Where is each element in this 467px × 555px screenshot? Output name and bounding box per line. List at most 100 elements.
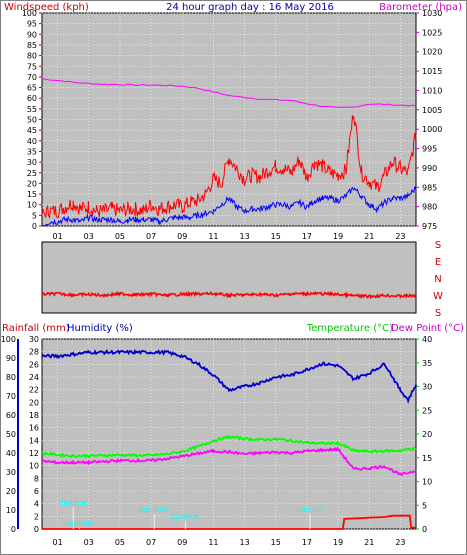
hour-tick-label: 03 bbox=[84, 232, 94, 241]
humidity-axis-title: Humidity (%) bbox=[67, 323, 133, 334]
climate-series bbox=[41, 348, 417, 530]
rainfall-tick-label: 28 bbox=[29, 348, 39, 357]
windspeed-tick-label: 35 bbox=[27, 147, 37, 156]
hour-tick-label: 11 bbox=[208, 538, 218, 547]
hour-tick-label: 15 bbox=[271, 232, 281, 241]
temperature-tick-label: 20 bbox=[422, 430, 432, 439]
hour-tick-label: 19 bbox=[333, 232, 343, 241]
temperature-tick-label: 5 bbox=[422, 501, 427, 510]
wind-panel-grid bbox=[42, 12, 416, 227]
humidity-tick-label: 30 bbox=[6, 468, 16, 477]
hour-tick-label: 07 bbox=[146, 538, 156, 547]
rainfall-tick-label: 2 bbox=[34, 512, 39, 521]
temperature-tick-label: 0 bbox=[422, 525, 427, 534]
humidity-tick-label: 10 bbox=[6, 506, 16, 515]
dewpoint-line bbox=[41, 446, 417, 477]
compass-label: S bbox=[435, 240, 441, 251]
direction-series bbox=[41, 290, 417, 300]
hour-tick-label: 21 bbox=[364, 232, 374, 241]
barometer-tick-label: 1015 bbox=[422, 67, 442, 76]
annotation-label: Lowtide bbox=[172, 513, 199, 521]
temperature-tick-label: 30 bbox=[422, 383, 432, 392]
hour-tick-label: 09 bbox=[177, 538, 187, 547]
gust-line bbox=[41, 115, 417, 220]
hour-tick-label: 19 bbox=[333, 538, 343, 547]
hour-tick-label: 13 bbox=[239, 232, 249, 241]
windspeed-axis-title: Windspeed (kph) bbox=[4, 2, 89, 13]
hour-tick-label: 05 bbox=[115, 538, 125, 547]
windspeed-tick-label: 85 bbox=[27, 41, 37, 50]
windspeed-tick-label: 15 bbox=[27, 190, 37, 199]
barometer-tick-label: 980 bbox=[422, 203, 437, 212]
windspeed-tick-label: 70 bbox=[27, 73, 37, 82]
humidity-tick-label: 20 bbox=[6, 487, 16, 496]
windspeed-tick-label: 60 bbox=[27, 94, 37, 103]
barometer-axis: 975 980 985 990 995 1000 1005 1010 1015 1020 1025 1… bbox=[416, 9, 442, 231]
barometer-tick-label: 990 bbox=[422, 164, 437, 173]
barometer-tick-label: 985 bbox=[422, 183, 437, 192]
rainfall-line bbox=[42, 514, 416, 530]
windspeed-tick-label: 100 bbox=[22, 9, 37, 18]
windspeed-tick-label: 80 bbox=[27, 52, 37, 61]
windspeed-tick-label: 10 bbox=[27, 201, 37, 210]
windspeed-tick-label: 5 bbox=[32, 211, 37, 220]
windspeed-tick-label: 0 bbox=[32, 222, 37, 231]
hour-tick-label: 21 bbox=[364, 538, 374, 547]
windspeed-tick-label: 65 bbox=[27, 84, 37, 93]
rainfall-tick-label: 20 bbox=[29, 398, 39, 407]
rainfall-tick-label: 12 bbox=[29, 449, 39, 458]
wind-x-axis: 01 03 05 07 09 11 13 15 17 19 21 23 bbox=[52, 232, 405, 241]
barometer-tick-label: 1025 bbox=[422, 28, 442, 37]
hour-tick-label: 05 bbox=[115, 232, 125, 241]
windspeed-tick-label: 75 bbox=[27, 62, 37, 71]
humidity-tick-label: 90 bbox=[6, 354, 16, 363]
temperature-tick-label: 35 bbox=[422, 359, 432, 368]
annotation-label: Sun Set bbox=[297, 506, 324, 514]
windspeed-tick-label: 40 bbox=[27, 137, 37, 146]
humidity-tick-label: 60 bbox=[6, 411, 16, 420]
rainfall-tick-label: 0 bbox=[34, 525, 39, 534]
windspeed-tick-label: 55 bbox=[27, 105, 37, 114]
windspeed-tick-label: 45 bbox=[27, 126, 37, 135]
rainfall-tick-label: 8 bbox=[34, 474, 39, 483]
compass-label: S bbox=[435, 308, 441, 319]
rainfall-tick-label: 24 bbox=[29, 373, 39, 382]
hour-tick-label: 11 bbox=[208, 232, 218, 241]
temperature-line bbox=[41, 435, 417, 459]
hour-tick-label: 01 bbox=[52, 538, 62, 547]
barometer-tick-label: 995 bbox=[422, 145, 437, 154]
hour-tick-label: 07 bbox=[146, 232, 156, 241]
rainfall-tick-label: 22 bbox=[29, 386, 39, 395]
dewpoint-axis-title: Dew Point (°C) bbox=[391, 323, 464, 334]
barometer-tick-label: 1010 bbox=[422, 86, 442, 95]
hour-tick-label: 09 bbox=[177, 232, 187, 241]
rainfall-tick-label: 14 bbox=[29, 436, 39, 445]
hour-tick-label: 03 bbox=[84, 538, 94, 547]
humidity-tick-label: 0 bbox=[11, 525, 16, 534]
humidity-line bbox=[41, 348, 417, 405]
barometer-axis-title: Barometer (hpa) bbox=[379, 2, 462, 13]
rainfall-axis-title: Rainfall (mm) bbox=[2, 323, 70, 334]
temperature-axis-title: Temperature (°C) bbox=[306, 323, 393, 334]
windspeed-tick-label: 30 bbox=[27, 158, 37, 167]
direction-line bbox=[41, 290, 417, 300]
hour-tick-label: 15 bbox=[271, 538, 281, 547]
humidity-tick-label: 50 bbox=[6, 430, 16, 439]
climate-axes: 0102030405060708090100024681012141618202… bbox=[1, 335, 432, 534]
annotation-label: Hightide bbox=[58, 499, 88, 507]
direction-panel-bg bbox=[41, 241, 417, 314]
barometer-tick-label: 1020 bbox=[422, 48, 442, 57]
windspeed-tick-label: 25 bbox=[27, 169, 37, 178]
hour-tick-label: 13 bbox=[239, 538, 249, 547]
compass-label: N bbox=[434, 274, 441, 285]
humidity-tick-label: 70 bbox=[6, 392, 16, 401]
rainfall-tick-label: 18 bbox=[29, 411, 39, 420]
annotation-label: Sun Rise bbox=[139, 506, 169, 514]
humidity-tick-label: 80 bbox=[6, 373, 16, 382]
hour-tick-label: 17 bbox=[302, 538, 312, 547]
annotation-label: Hightide bbox=[65, 520, 95, 528]
climate-panel-bg bbox=[41, 338, 417, 530]
